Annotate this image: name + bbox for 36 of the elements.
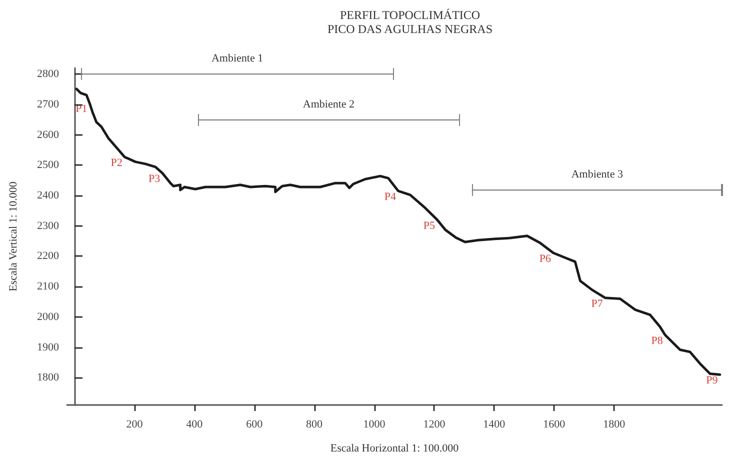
y-tick-label: 1800: [37, 372, 60, 384]
x-tick-label: 1000: [363, 418, 386, 430]
y-tick-label: 2700: [37, 98, 60, 110]
y-tick-label: 2600: [37, 128, 60, 141]
y-tick-label: 1900: [37, 341, 60, 354]
x-tick-label: 1400: [483, 418, 506, 430]
y-axis-title: Escala Vertical 1: 10.000: [8, 181, 20, 292]
x-tick-label: 800: [306, 418, 324, 430]
chart-title: PERFIL TOPOCLIMÁTICO: [340, 8, 480, 22]
y-tick-label: 2400: [37, 190, 60, 202]
line-series: [75, 88, 722, 376]
x-axis-title: Escala Horizontal 1: 100.000: [330, 442, 460, 454]
chart-subtitle: PICO DAS AGULHAS NEGRAS: [327, 22, 493, 36]
annotation: P5: [423, 220, 436, 232]
annotation: P6: [539, 252, 552, 265]
annotation: P7: [591, 298, 604, 310]
annotation: P2: [110, 156, 122, 169]
y-tick-label: 2800: [37, 68, 60, 80]
y-tick-label: 2000: [37, 310, 60, 323]
series-label: Ambiente 1: [211, 52, 264, 65]
x-tick-label: 1600: [543, 418, 566, 430]
x-tick-label: 200: [126, 418, 144, 430]
annotation: P8: [651, 334, 664, 347]
series-label: Ambiente 2: [302, 98, 355, 110]
y-tick-label: 2100: [37, 280, 60, 293]
x-tick-label: 600: [246, 418, 264, 430]
series-label: Ambiente 3: [571, 168, 624, 181]
x-tick-label: 400: [186, 418, 204, 430]
y-tick-label: 2300: [37, 220, 60, 232]
annotation: P3: [148, 173, 161, 186]
x-tick-label: 1800: [603, 418, 626, 430]
y-tick-label: 2500: [37, 159, 60, 172]
x-tick-label: 1200: [423, 418, 446, 430]
annotation: P4: [384, 190, 397, 203]
y-tick-label: 2200: [37, 250, 60, 262]
annotation: P9: [706, 374, 718, 387]
